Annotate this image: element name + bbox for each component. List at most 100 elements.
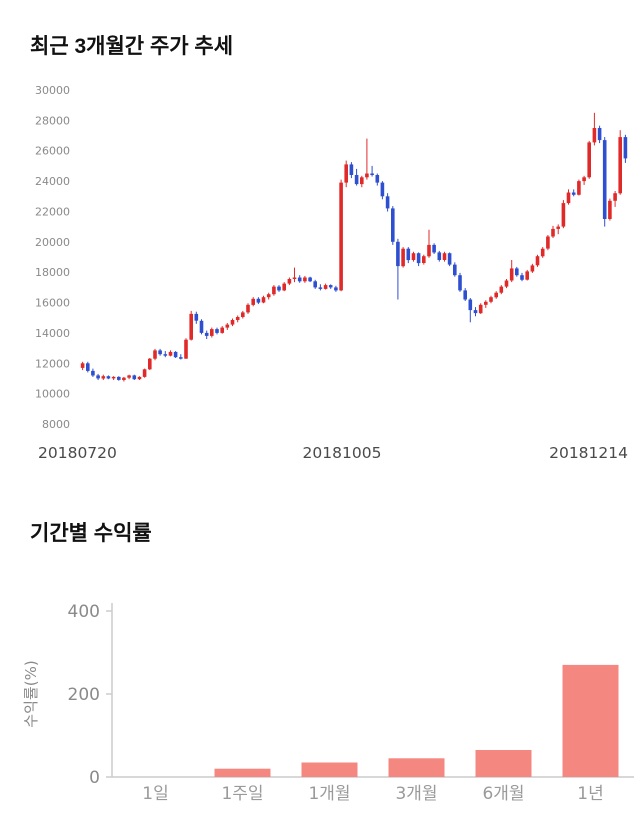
- y-axis-tick-label: 30000: [35, 84, 70, 97]
- candle-body: [127, 375, 131, 378]
- candle-body: [473, 310, 478, 314]
- candle-body: [132, 375, 137, 380]
- candle-body: [137, 376, 142, 380]
- y-axis-tick-label: 10000: [35, 388, 70, 401]
- x-axis-date-mid: 20181005: [303, 444, 382, 462]
- candle-body: [515, 268, 519, 276]
- return-bar: [562, 664, 619, 777]
- candle-body: [551, 228, 555, 237]
- candle-body: [411, 253, 416, 260]
- candle-body: [354, 175, 359, 185]
- return-bar: [475, 750, 532, 777]
- returns-bar-svg: 0 200 400 수익률(%) 1일 1주일 1개월 3개월 6개월 1년: [22, 602, 634, 804]
- candle-body: [623, 137, 628, 159]
- candle-body: [494, 292, 498, 298]
- y-axis-tick-label: 24000: [35, 175, 70, 188]
- candle-body: [478, 304, 483, 314]
- candle-body: [308, 277, 312, 282]
- y-axis-tick-label: 12000: [35, 357, 70, 370]
- candle-body: [96, 375, 100, 379]
- candle-body: [101, 376, 106, 379]
- candle-body: [168, 351, 173, 356]
- candle-body: [509, 268, 514, 281]
- y-axis-tick-label: 16000: [35, 297, 70, 310]
- candle-body: [106, 376, 111, 379]
- candle-body: [111, 376, 116, 379]
- candle-body: [266, 294, 271, 298]
- candle-body: [199, 320, 204, 333]
- candle-body: [442, 253, 447, 260]
- price-chart-title: 최근 3개월간 주가 추세: [30, 35, 234, 58]
- candle-body: [391, 208, 395, 242]
- y-axis-title: 수익률(%): [22, 660, 40, 727]
- candle-body: [540, 248, 545, 257]
- candle-body: [571, 192, 576, 195]
- return-bar: [388, 758, 445, 777]
- y-axis-tick-label: 22000: [35, 206, 70, 219]
- candle-body: [375, 175, 380, 183]
- candle-body: [153, 350, 157, 359]
- candle-body: [328, 285, 333, 288]
- candle-body: [194, 313, 199, 321]
- candle-body: [592, 128, 597, 143]
- candle-body: [334, 287, 338, 291]
- candle-body: [587, 142, 591, 178]
- candle-body: [261, 297, 266, 303]
- candle-body: [468, 299, 473, 311]
- candle-body: [344, 164, 348, 183]
- candle-body: [235, 317, 240, 320]
- candle-body: [230, 320, 235, 325]
- candle-body: [173, 351, 178, 358]
- candle-body: [385, 196, 390, 209]
- candle-body: [489, 297, 493, 302]
- candle-body: [277, 286, 281, 291]
- candle-body: [256, 298, 261, 303]
- category-label: 1개월: [308, 784, 350, 804]
- category-label: 1주일: [221, 784, 263, 804]
- candle-body: [272, 286, 276, 295]
- report-page: 최근 3개월간 주가 추세 8000 10000 12000 14000 16000 18…: [0, 30, 640, 840]
- category-label: 1년: [577, 784, 603, 804]
- candle-body: [349, 164, 354, 175]
- candle-body: [453, 264, 457, 276]
- category-label: 1일: [142, 784, 168, 804]
- candle-body: [204, 332, 209, 336]
- candle-body: [246, 304, 250, 313]
- x-axis-date-end: 20181214: [549, 444, 628, 462]
- candle-body: [122, 377, 126, 380]
- candle-body: [360, 177, 364, 185]
- y-axis-tick-label: 8000: [42, 418, 70, 431]
- candle-body: [210, 329, 214, 336]
- candle-body: [287, 279, 292, 284]
- candle-body: [292, 277, 297, 279]
- candle-body: [556, 226, 560, 229]
- candle-body: [602, 140, 607, 219]
- candle-body: [303, 277, 307, 282]
- candle-body: [365, 173, 369, 178]
- candle-body: [566, 192, 571, 204]
- candle-body: [163, 354, 168, 356]
- candle-body: [117, 376, 121, 380]
- candle-body: [582, 177, 586, 182]
- y-axis-tick-label: 26000: [35, 145, 70, 158]
- candlestick-svg: 8000 10000 12000 14000 16000 18000 20000 22000 2…: [35, 84, 628, 462]
- candle-body: [184, 339, 188, 359]
- x-axis-date-start: 20180720: [38, 444, 117, 462]
- price-candlestick-chart: 8000 10000 12000 14000 16000 18000 20000 22000 2…: [0, 72, 640, 467]
- candle-body: [520, 275, 524, 280]
- candle-body: [370, 173, 374, 175]
- category-label: 6개월: [482, 784, 524, 804]
- candle-body: [618, 137, 622, 194]
- y-tick-label: 400: [68, 602, 100, 622]
- candle-body: [432, 244, 436, 253]
- candle-body: [189, 313, 193, 340]
- candle-body: [530, 265, 535, 272]
- candle-body: [437, 252, 442, 260]
- return-bar: [214, 768, 271, 777]
- candle-body: [546, 236, 550, 249]
- candle-body: [86, 363, 90, 371]
- candle-body: [406, 248, 411, 261]
- candle-body: [297, 277, 302, 282]
- candle-body: [613, 193, 617, 201]
- period-returns-bar-chart: 0 200 400 수익률(%) 1일 1주일 1개월 3개월 6개월 1년: [0, 551, 640, 816]
